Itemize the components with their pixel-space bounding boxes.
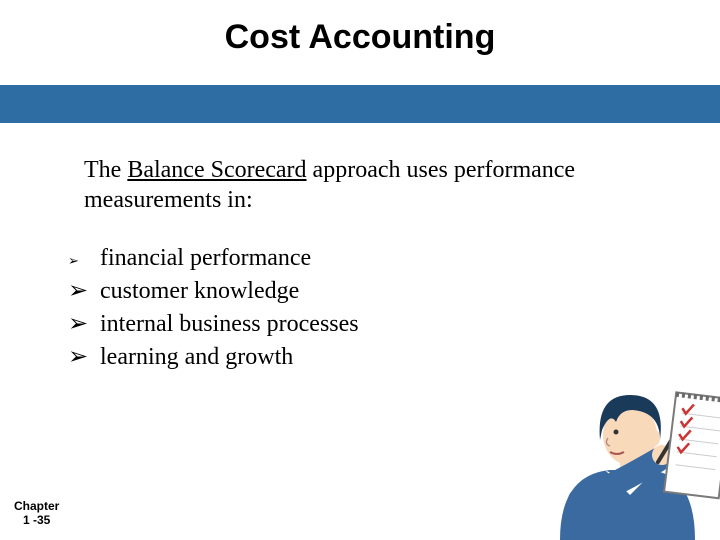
slide: Cost Accounting The Balance Scorecard ap… (0, 0, 720, 540)
list-item: ➢ financial performance (68, 245, 720, 272)
notepad-shape (664, 392, 720, 498)
list-item: ➢ internal business processes (68, 309, 720, 338)
bullet-arrow-icon: ➢ (68, 342, 86, 371)
bullet-text: customer knowledge (100, 278, 299, 305)
footer-line2: 1 -35 (14, 514, 59, 528)
bullet-text: internal business processes (100, 311, 359, 338)
footer-line1: Chapter (14, 500, 59, 514)
woman-checklist-icon (520, 340, 720, 540)
intro-underlined: Balance Scorecard (127, 157, 306, 183)
eye-shape (614, 430, 619, 435)
list-item: ➢ customer knowledge (68, 276, 720, 305)
bullet-text: learning and growth (100, 344, 293, 371)
bullet-arrow-icon: ➢ (68, 309, 86, 338)
divider-bar (0, 85, 720, 123)
bullet-arrow-icon: ➢ (68, 253, 86, 269)
bullet-text: financial performance (100, 245, 311, 272)
page-title: Cost Accounting (0, 0, 720, 57)
intro-prefix: The (84, 157, 127, 183)
intro-text: The Balance Scorecard approach uses perf… (84, 155, 584, 215)
ear-shape (650, 430, 660, 446)
chapter-footer: Chapter 1 -35 (14, 500, 59, 528)
bullet-arrow-icon: ➢ (68, 276, 86, 305)
